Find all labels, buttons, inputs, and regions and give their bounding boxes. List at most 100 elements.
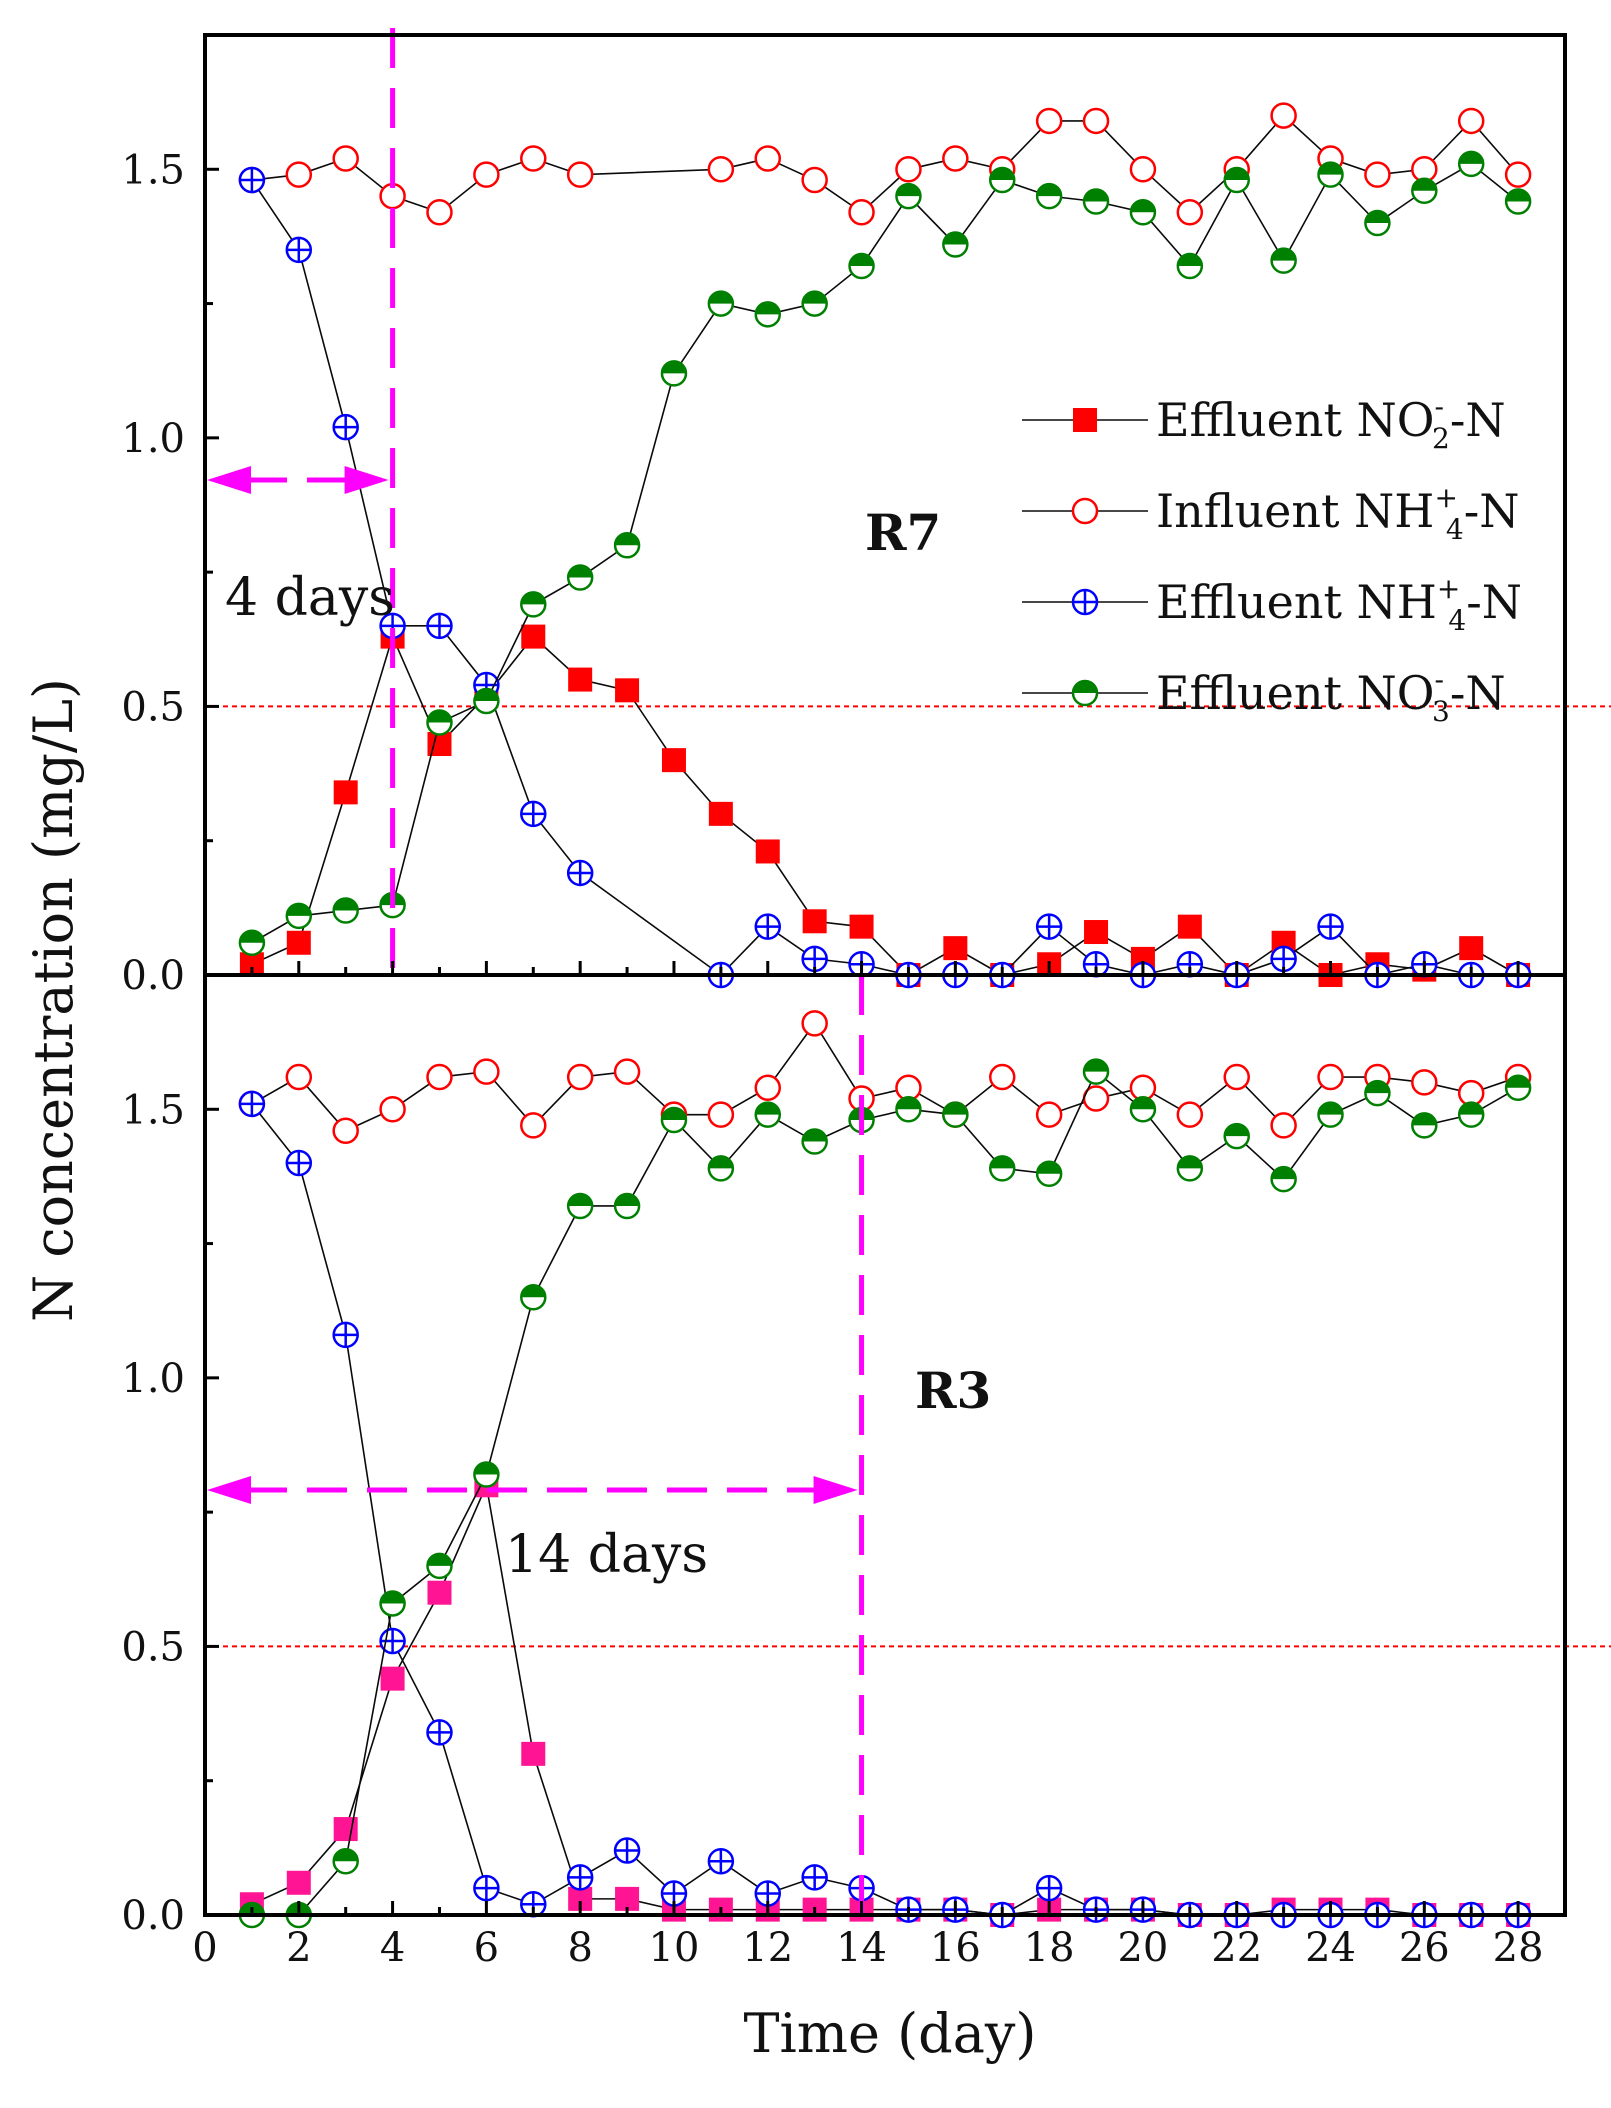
data-point <box>521 1741 546 1766</box>
x-tick-label: 28 <box>1493 1925 1544 1971</box>
data-point <box>1176 199 1204 226</box>
data-point <box>1459 936 1484 961</box>
y-tick-label: 0.0 <box>121 1893 185 1939</box>
data-point <box>520 1891 547 1918</box>
data-point <box>520 591 547 618</box>
data-point <box>1270 945 1297 973</box>
data-point <box>473 161 500 188</box>
data-point <box>1457 107 1485 135</box>
data-point <box>426 709 453 736</box>
data-point <box>660 360 688 387</box>
data-point <box>426 199 453 226</box>
data-point <box>613 532 641 559</box>
arrow-head-left <box>207 466 251 494</box>
series-line <box>251 1103 1519 1916</box>
data-point <box>1364 1079 1391 1107</box>
data-point <box>988 1155 1016 1182</box>
data-point <box>1035 1874 1063 1902</box>
data-point <box>379 1096 406 1123</box>
x-tick-label: 8 <box>567 1925 592 1971</box>
data-point <box>1457 150 1485 178</box>
data-point <box>613 1058 641 1085</box>
data-point <box>707 156 735 183</box>
data-point <box>566 1063 594 1091</box>
data-point <box>1035 1101 1063 1128</box>
legend-marker <box>1071 588 1099 616</box>
data-point <box>754 913 782 940</box>
legend-marker <box>1071 497 1099 525</box>
legend-marker <box>1071 679 1099 707</box>
data-point <box>801 1128 828 1155</box>
data-point <box>613 1837 641 1864</box>
data-point <box>568 667 593 692</box>
data-point <box>1364 209 1391 237</box>
legend-entry-effluent_nh4: Effluent NH+ 4-N <box>1022 572 1522 637</box>
data-point <box>943 936 968 961</box>
x-tick-label: 14 <box>836 1925 887 1971</box>
data-point <box>332 1321 359 1349</box>
data-point <box>895 156 922 183</box>
data-point <box>332 145 359 172</box>
panel-label-r3: R3 <box>915 1361 991 1420</box>
data-point <box>286 1870 311 1895</box>
data-point <box>332 897 359 924</box>
panel-frame <box>203 973 1567 1917</box>
series-effluent_no3 <box>238 1058 1532 1929</box>
data-point <box>1504 188 1532 215</box>
y-axis-title: N concentration (mg/L) <box>22 678 85 1322</box>
data-point <box>801 1010 828 1037</box>
arrow-head-left <box>207 1476 251 1504</box>
series-influent_nh4 <box>238 102 1532 226</box>
data-point <box>708 801 733 826</box>
x-tick-label: 20 <box>1117 1925 1168 1971</box>
startup-annotation: 14 days <box>505 1525 708 1585</box>
data-point <box>332 413 359 441</box>
data-point <box>754 301 782 328</box>
data-point <box>942 231 969 258</box>
data-point <box>615 678 640 703</box>
data-point <box>707 290 735 317</box>
series-line <box>251 1021 1519 1132</box>
data-point <box>426 612 453 640</box>
data-point <box>754 145 782 172</box>
data-point <box>285 902 313 930</box>
data-point <box>566 1192 594 1220</box>
data-point <box>848 199 875 226</box>
x-axis-title: Time (day) <box>743 2002 1036 2065</box>
data-point <box>426 1552 453 1580</box>
series-effluent_no2 <box>239 1473 1531 1927</box>
data-point <box>285 236 313 264</box>
data-point <box>988 1063 1016 1091</box>
data-point <box>473 687 500 715</box>
data-point <box>895 1096 922 1123</box>
data-point <box>1270 247 1297 274</box>
data-point <box>988 166 1016 194</box>
data-point <box>1223 1063 1250 1091</box>
data-point <box>1411 1069 1438 1096</box>
legend: Effluent NO-2-N Influent NH+ 4-N Effluent N… <box>1022 390 1522 728</box>
data-point <box>802 909 827 934</box>
data-point <box>1504 161 1532 188</box>
data-point <box>755 839 780 864</box>
data-point <box>566 564 594 591</box>
data-point <box>942 145 969 172</box>
data-point <box>1177 914 1202 939</box>
data-point <box>613 1192 641 1220</box>
y-tick-label: 1.0 <box>121 416 185 462</box>
data-point <box>1223 1122 1250 1150</box>
data-point <box>707 1155 735 1182</box>
data-point <box>285 161 313 188</box>
data-point <box>473 1874 500 1902</box>
x-tick-label: 16 <box>930 1925 981 1971</box>
legend-entry-effluent_no2: Effluent NO-2-N <box>1022 390 1506 455</box>
data-point <box>566 859 594 887</box>
data-point <box>1317 161 1344 188</box>
data-point <box>849 914 874 939</box>
data-point <box>1270 102 1297 129</box>
data-point <box>332 1848 359 1875</box>
data-point <box>426 1719 453 1746</box>
data-point <box>1270 1165 1297 1193</box>
data-point <box>286 930 311 955</box>
data-point <box>285 1063 313 1091</box>
legend-label: Effluent NO-2-N <box>1156 390 1506 455</box>
